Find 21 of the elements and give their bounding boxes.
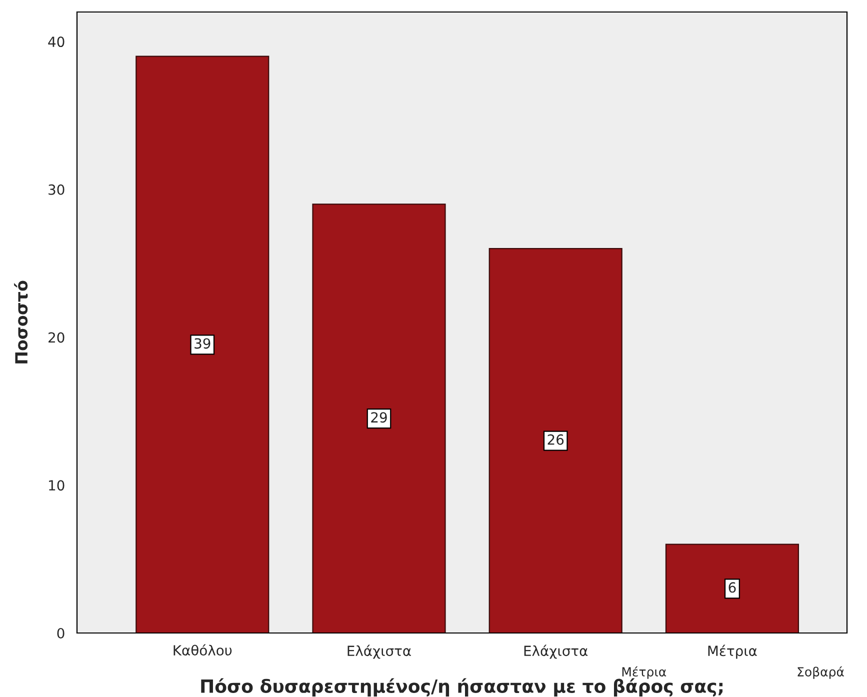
- x-tick-label: Καθόλου: [174, 644, 232, 656]
- y-tick-label: 0: [57, 628, 64, 638]
- data-label: 26: [548, 434, 564, 445]
- bar: [488, 248, 622, 633]
- bar: [312, 204, 446, 633]
- x-tick-label: Ελάχιστα: [348, 644, 411, 659]
- x-tick-label: Μέτρια: [708, 644, 757, 659]
- y-tick-label: 40: [48, 36, 64, 48]
- data-label: 6: [728, 582, 736, 593]
- text: Σοβαρά: [798, 666, 844, 679]
- bar: [665, 544, 799, 633]
- x-axis-title: Πόσο δυσαρεστημένος/η ήσασταν με το βάρος σας;: [201, 678, 722, 696]
- data-label: 29: [371, 412, 387, 423]
- y-axis-title: Ποσοστό: [14, 280, 28, 364]
- bar: [136, 56, 270, 633]
- x-tick-label: Ελάχιστα: [524, 644, 588, 659]
- y-tick-label: 20: [48, 332, 64, 343]
- data-label: 39: [194, 338, 210, 349]
- text: Μέτρια: [622, 666, 666, 679]
- y-tick-label: 30: [48, 184, 64, 195]
- y-tick-label: 10: [49, 480, 64, 491]
